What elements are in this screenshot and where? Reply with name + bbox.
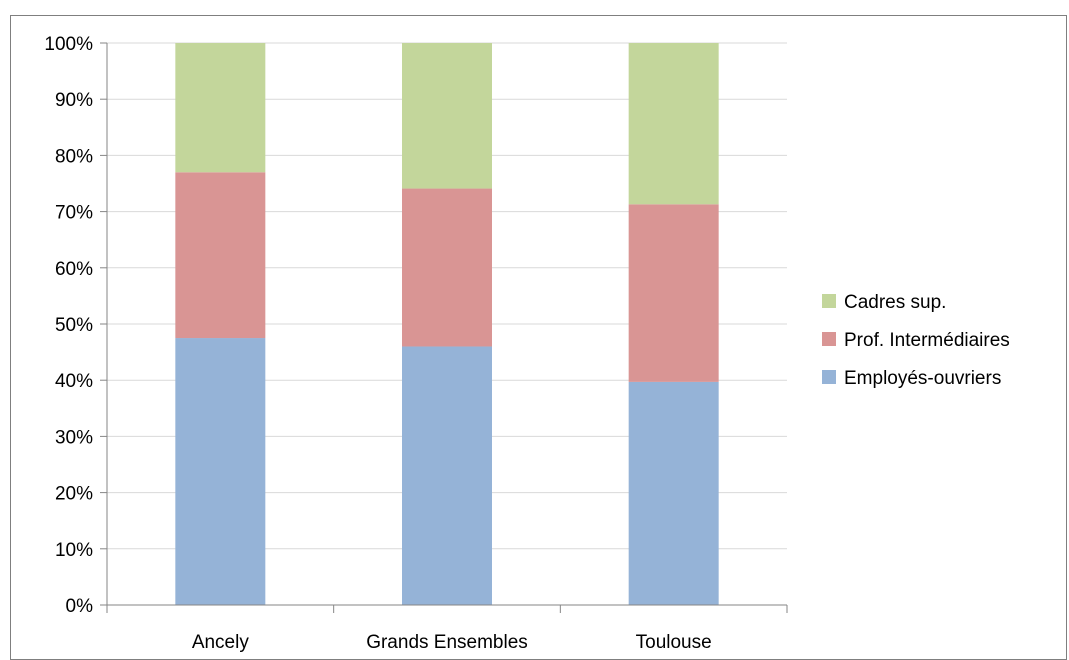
bar-cadres-sup-1 — [402, 43, 492, 189]
y-tick-label: 30% — [55, 427, 93, 448]
y-tick-label: 20% — [55, 484, 93, 505]
bar-employ-s-ouvriers-2 — [628, 381, 719, 605]
legend-swatch — [822, 332, 836, 346]
y-tick-label: 40% — [55, 371, 93, 392]
axes: 0% 10% 20% 30% 40% 50% 60% 70% 80% 90% 100% Ancely G… — [44, 34, 788, 653]
bar-employ-s-ouvriers-0 — [175, 338, 266, 605]
legend-swatch — [822, 294, 836, 308]
bar-prof-interm-diaires-0 — [175, 172, 266, 339]
y-tick-label: 90% — [55, 90, 93, 111]
y-tick-label: 0% — [66, 596, 94, 617]
y-tick-label: 80% — [55, 146, 93, 167]
y-tick-label: 50% — [55, 315, 93, 336]
bar-cadres-sup-0 — [175, 43, 266, 173]
bars — [175, 43, 719, 605]
x-category-label: Grands Ensembles — [366, 632, 528, 653]
x-category-label: Toulouse — [636, 632, 712, 653]
bar-cadres-sup-2 — [628, 43, 719, 205]
legend-label: Cadres sup. — [844, 292, 946, 313]
bar-prof-interm-diaires-1 — [402, 188, 492, 347]
legend: Cadres sup. Prof. Intermédiaires Employés-… — [822, 292, 1010, 389]
legend-label: Prof. Intermédiaires — [844, 330, 1010, 351]
y-tick-label: 10% — [55, 540, 93, 561]
y-tick-label: 70% — [55, 203, 93, 224]
y-tick-label: 60% — [55, 259, 93, 280]
x-category-label: Ancely — [192, 632, 250, 653]
legend-label: Employés-ouvriers — [844, 368, 1001, 389]
bar-employ-s-ouvriers-1 — [402, 346, 492, 605]
bar-prof-interm-diaires-2 — [628, 204, 719, 382]
legend-swatch — [822, 370, 836, 384]
y-tick-label: 100% — [44, 34, 93, 55]
